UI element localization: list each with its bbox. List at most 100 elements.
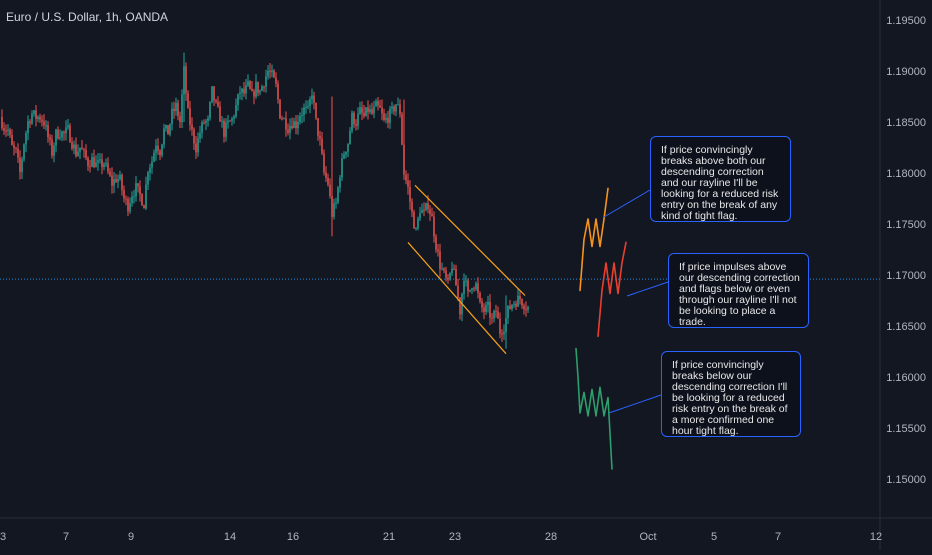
candle-body	[411, 201, 413, 213]
candle-body	[433, 216, 435, 237]
candle-body	[43, 121, 45, 126]
candle-body	[353, 112, 355, 125]
candle-body	[103, 164, 105, 167]
candle-body	[513, 303, 515, 305]
candle-body	[309, 99, 311, 107]
candle-body	[359, 107, 361, 114]
candle-body	[181, 94, 183, 123]
candle-body	[341, 158, 343, 178]
candle-body	[287, 129, 289, 133]
candle-body	[255, 81, 257, 97]
candle-body	[177, 103, 179, 117]
candle-body	[17, 148, 19, 158]
candle-body	[71, 142, 73, 149]
candle-body	[427, 203, 429, 210]
candle-body	[133, 196, 135, 198]
candle-body	[399, 104, 401, 115]
candle-body	[299, 116, 301, 123]
candle-body	[355, 124, 357, 126]
candle-body	[389, 108, 391, 123]
candle-body	[57, 129, 59, 139]
candle-body	[93, 157, 95, 168]
candle-body	[99, 159, 101, 161]
annotation-breakout-above[interactable]: If price convincingly breaks above both …	[650, 136, 791, 222]
candle-body	[139, 186, 141, 195]
candle-body	[391, 106, 393, 109]
candle-body	[15, 147, 17, 149]
candle-body	[53, 145, 55, 156]
y-tick-label: 1.17000	[886, 270, 926, 282]
channel-lower-line[interactable]	[407, 242, 507, 355]
x-tick-label: 28	[545, 531, 557, 543]
candle-body	[191, 124, 193, 130]
candle-body	[271, 70, 273, 73]
candle-body	[375, 101, 377, 107]
candle-body	[467, 280, 469, 292]
candle-body	[393, 106, 395, 112]
scenario-path-red[interactable]	[597, 241, 627, 338]
candle-body	[351, 112, 353, 131]
annotation-breakout-below[interactable]: If price convincingly breaks below our d…	[661, 351, 801, 437]
annotation-breakout-above-text: If price convincingly breaks above both …	[661, 144, 779, 222]
candle-body	[403, 144, 405, 175]
candle-body	[65, 127, 67, 134]
candle-body	[37, 116, 39, 119]
candle-body	[7, 129, 9, 131]
candle-body	[173, 108, 175, 112]
x-tick-label: 3	[0, 531, 6, 543]
candle-body	[385, 117, 387, 120]
x-tick-label: Oct	[639, 531, 656, 543]
candle-body	[439, 251, 441, 270]
scenario-path-green[interactable]	[575, 347, 613, 470]
candle-body	[1, 116, 3, 129]
candle-body	[423, 209, 425, 211]
candle-body	[335, 202, 337, 204]
candle-body	[449, 273, 451, 280]
candle-body	[183, 66, 185, 95]
candle-body	[115, 179, 117, 182]
candle-body	[469, 289, 471, 292]
candle-body	[149, 167, 151, 173]
candle-body	[135, 183, 137, 197]
scenario-path-orange[interactable]	[579, 187, 609, 292]
y-tick-label: 1.19500	[886, 15, 926, 27]
candle-body	[215, 100, 217, 102]
candle-body	[19, 157, 21, 173]
candle-body	[63, 131, 65, 134]
candle-body	[337, 187, 339, 203]
candle-body	[49, 137, 51, 140]
candle-body	[283, 118, 285, 120]
candle-body	[317, 118, 319, 136]
callout-pointer-3	[608, 394, 662, 414]
x-tick-label: 7	[775, 531, 781, 543]
candle-body	[419, 213, 421, 219]
y-tick-label: 1.15000	[886, 474, 926, 486]
candle-body	[311, 95, 313, 100]
candle-body	[463, 280, 465, 294]
candle-body	[279, 99, 281, 119]
candle-body	[377, 101, 379, 106]
candle-body	[79, 147, 81, 152]
candle-body	[105, 163, 107, 165]
candle-body	[237, 94, 239, 106]
candle-body	[217, 101, 219, 107]
candle-body	[501, 333, 503, 335]
channel-upper-line[interactable]	[414, 184, 526, 296]
candle-body	[361, 107, 363, 113]
candle-body	[29, 121, 31, 124]
candle-body	[129, 203, 131, 212]
candle-body	[31, 113, 33, 124]
candle-body	[497, 311, 499, 319]
candle-body	[443, 268, 445, 271]
candle-body	[91, 157, 93, 167]
candle-body	[329, 184, 331, 197]
candle-body	[509, 305, 511, 309]
candle-body	[169, 124, 171, 135]
candle-body	[339, 177, 341, 188]
candle-body	[207, 118, 209, 121]
chart-title: Euro / U.S. Dollar, 1h, OANDA	[6, 10, 169, 24]
candle-body	[81, 147, 83, 150]
annotation-impulse-above[interactable]: If price impulses above our descending c…	[668, 253, 809, 328]
